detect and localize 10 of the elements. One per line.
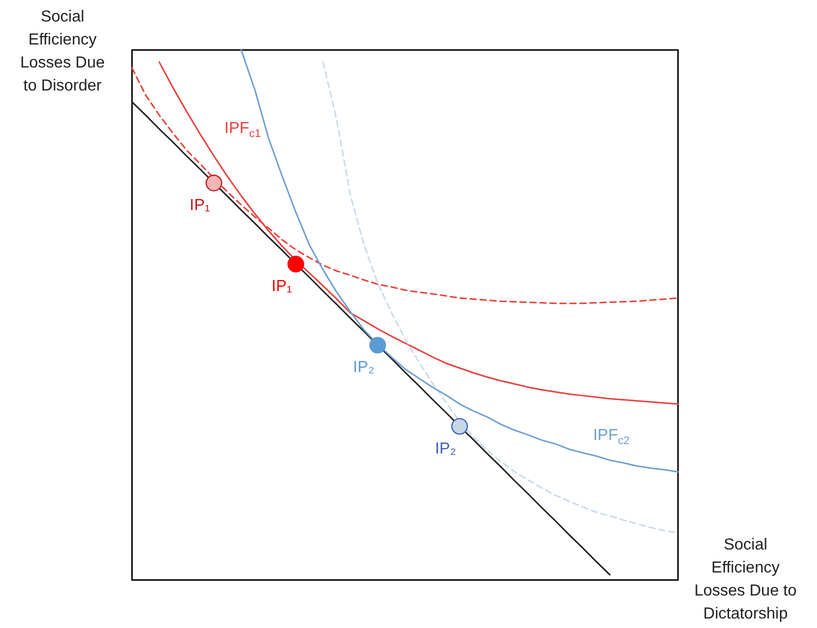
point (206, 174, 222, 192)
x-axis-title: Social Efficiency Losses Due to Dictatorship (694, 536, 797, 622)
series-label: IP₂ (434, 440, 456, 458)
point (451, 418, 468, 435)
series-label: IP₁ (272, 278, 292, 296)
series-label: IP₂ (353, 359, 374, 376)
series-label: IP₁ (190, 197, 210, 214)
point (369, 336, 386, 354)
y-axis-title: Social Efficiency Losses Due to Disorder (20, 8, 105, 94)
point (287, 256, 304, 272)
